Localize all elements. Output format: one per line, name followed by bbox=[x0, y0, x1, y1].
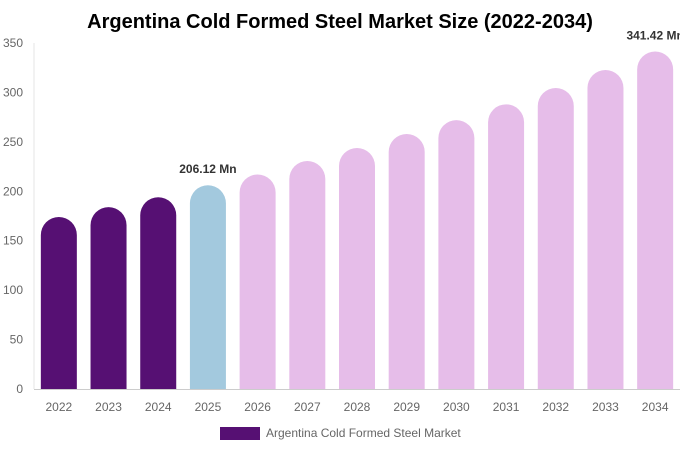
x-tick-label: 2033 bbox=[592, 400, 619, 414]
bar-2034 bbox=[637, 51, 674, 390]
y-tick-label: 150 bbox=[3, 234, 23, 248]
y-tick-label: 0 bbox=[16, 382, 23, 396]
x-tick-label: 2022 bbox=[45, 400, 72, 414]
y-tick-label: 250 bbox=[3, 135, 23, 149]
x-tick-label: 2031 bbox=[493, 400, 520, 414]
chart-title: Argentina Cold Formed Steel Market Size … bbox=[87, 11, 593, 33]
y-tick-label: 300 bbox=[3, 85, 23, 99]
bar-2030 bbox=[438, 120, 475, 389]
x-tick-label: 2034 bbox=[642, 400, 669, 414]
bar-2033 bbox=[587, 69, 624, 389]
y-tick-label: 200 bbox=[3, 184, 23, 198]
legend: Argentina Cold Formed Steel Market bbox=[220, 426, 461, 440]
x-tick-label: 2024 bbox=[145, 400, 172, 414]
x-tick-label: 2032 bbox=[542, 400, 569, 414]
bar-2024 bbox=[140, 197, 177, 389]
bar-2029 bbox=[388, 133, 425, 389]
bar-2031 bbox=[488, 104, 525, 389]
y-tick-label: 50 bbox=[10, 333, 24, 347]
y-tick-label: 100 bbox=[3, 283, 23, 297]
bar-2023 bbox=[90, 207, 127, 389]
x-tick-label: 2030 bbox=[443, 400, 470, 414]
bar-2032 bbox=[537, 87, 574, 389]
x-tick-label: 2029 bbox=[393, 400, 420, 414]
x-tick-label: 2023 bbox=[95, 400, 122, 414]
bar-2022 bbox=[40, 216, 77, 389]
bar-2026 bbox=[239, 174, 276, 389]
bar-2028 bbox=[339, 147, 375, 389]
x-tick-label: 2026 bbox=[244, 400, 271, 414]
bar-2025 bbox=[189, 185, 226, 389]
x-tick-label: 2028 bbox=[344, 400, 371, 414]
legend-label: Argentina Cold Formed Steel Market bbox=[266, 426, 461, 440]
x-tick-label: 2027 bbox=[294, 400, 321, 414]
data-label: 341.42 Mn bbox=[626, 28, 680, 42]
data-label: 206.12 Mn bbox=[179, 162, 236, 176]
y-tick-label: 350 bbox=[3, 36, 23, 50]
legend-swatch bbox=[220, 427, 260, 440]
x-tick-label: 2025 bbox=[195, 400, 222, 414]
bar-2027 bbox=[289, 161, 326, 389]
